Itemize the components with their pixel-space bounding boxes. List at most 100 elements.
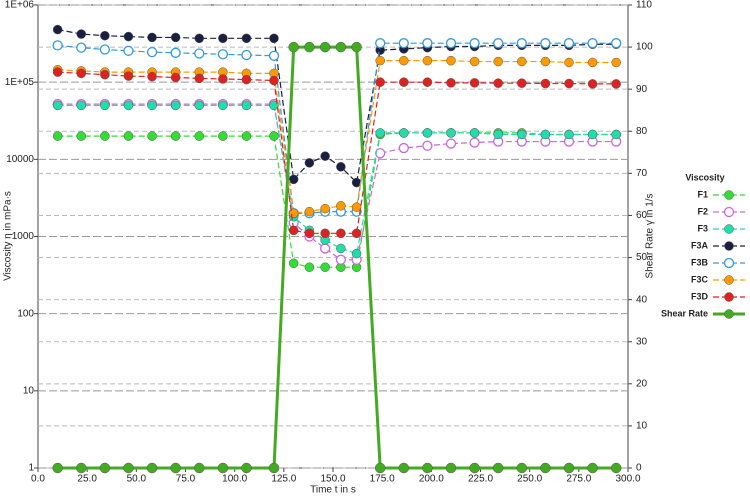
y-tick-label: 100 — [17, 308, 34, 319]
data-point — [269, 33, 279, 44]
data-point — [268, 50, 280, 61]
data-point — [123, 462, 134, 474]
y2-tick-label: 100 — [636, 42, 653, 53]
data-point — [375, 55, 385, 66]
y2-tick-label: 30 — [636, 336, 648, 347]
series-line — [57, 60, 617, 214]
data-point — [351, 41, 362, 53]
y-tick-label: 10000 — [6, 154, 34, 165]
data-point — [146, 462, 158, 474]
data-point — [218, 131, 228, 141]
data-point — [446, 55, 456, 66]
data-point — [194, 48, 205, 59]
y2-tick-label: 0 — [636, 463, 642, 474]
data-point — [76, 42, 87, 53]
data-point — [147, 32, 157, 43]
data-point — [587, 79, 598, 89]
data-point — [611, 57, 621, 68]
data-point — [99, 462, 111, 474]
data-point — [123, 45, 134, 56]
data-point — [445, 38, 457, 49]
data-point — [540, 462, 551, 474]
x-tick-label: 50.0 — [127, 474, 147, 485]
data-point — [304, 206, 315, 217]
data-point — [194, 33, 205, 44]
x-tick-label: 25.0 — [77, 474, 97, 485]
data-point — [76, 462, 87, 474]
data-point — [194, 462, 205, 474]
data-point — [100, 69, 110, 80]
x-tick-label: 0.0 — [31, 474, 45, 485]
data-point — [336, 228, 346, 239]
x-tick-label: 100.0 — [222, 474, 247, 485]
x-tick-label: 125.0 — [271, 474, 296, 485]
data-point — [422, 55, 433, 66]
data-point — [351, 228, 362, 239]
data-point — [320, 151, 330, 161]
data-point — [375, 77, 385, 87]
data-point — [269, 131, 279, 141]
data-point — [398, 462, 410, 474]
data-point — [194, 131, 205, 141]
data-point — [52, 40, 63, 51]
legend-swatch-marker — [724, 292, 734, 302]
y2-axis-title: Shear Rate γ̇ in 1/s — [645, 193, 656, 278]
data-point — [304, 41, 315, 53]
data-point — [288, 225, 299, 236]
data-point — [611, 129, 621, 140]
data-point — [469, 137, 480, 148]
y-axis-title: Viscosity η in mPa·s — [3, 191, 14, 281]
data-point — [469, 38, 480, 49]
y-tick-label: 1E+05 — [5, 77, 35, 88]
data-point — [170, 462, 181, 474]
data-point — [611, 38, 622, 49]
data-point — [76, 29, 87, 39]
legend-title: Viscosity — [685, 172, 724, 182]
data-point — [375, 128, 385, 138]
data-point — [610, 462, 622, 474]
y2-tick-label: 10 — [636, 421, 648, 432]
data-point — [123, 71, 134, 81]
x-tick-label: 175.0 — [370, 474, 395, 485]
legend-label: F3A — [691, 240, 709, 250]
legend-swatch-marker — [723, 206, 735, 218]
data-point — [194, 73, 205, 84]
data-point — [147, 131, 157, 141]
data-point — [540, 129, 551, 140]
data-point — [146, 46, 158, 58]
legend-label: F2 — [697, 206, 708, 216]
data-point — [100, 30, 110, 41]
y2-tick-label: 70 — [636, 168, 648, 179]
y2-tick-label: 60 — [636, 210, 648, 221]
data-point — [564, 78, 574, 89]
y-tick-label: 1000 — [12, 231, 35, 242]
data-point — [469, 56, 480, 67]
data-point — [611, 79, 621, 89]
series-line — [57, 42, 617, 214]
data-point — [422, 38, 433, 49]
y-tick-label: 10 — [23, 385, 35, 396]
data-point — [304, 228, 315, 239]
data-point — [304, 262, 315, 272]
legend-label: F3 — [697, 223, 708, 233]
data-point — [335, 254, 347, 265]
data-point — [241, 33, 252, 44]
legend-label: F3C — [691, 274, 709, 284]
data-point — [446, 78, 456, 88]
data-point — [52, 24, 63, 35]
data-point — [564, 129, 574, 140]
y2-tick-label: 20 — [636, 378, 648, 389]
legend-swatch-marker — [724, 241, 734, 251]
data-point — [268, 462, 280, 474]
data-point — [335, 41, 347, 53]
data-point — [241, 49, 252, 61]
y2-tick-label: 110 — [636, 0, 652, 11]
data-point — [516, 38, 527, 49]
data-point — [336, 201, 346, 211]
data-point — [587, 129, 598, 140]
x-tick-label: 200.0 — [419, 474, 444, 485]
data-point — [76, 100, 87, 111]
data-point — [170, 47, 181, 58]
